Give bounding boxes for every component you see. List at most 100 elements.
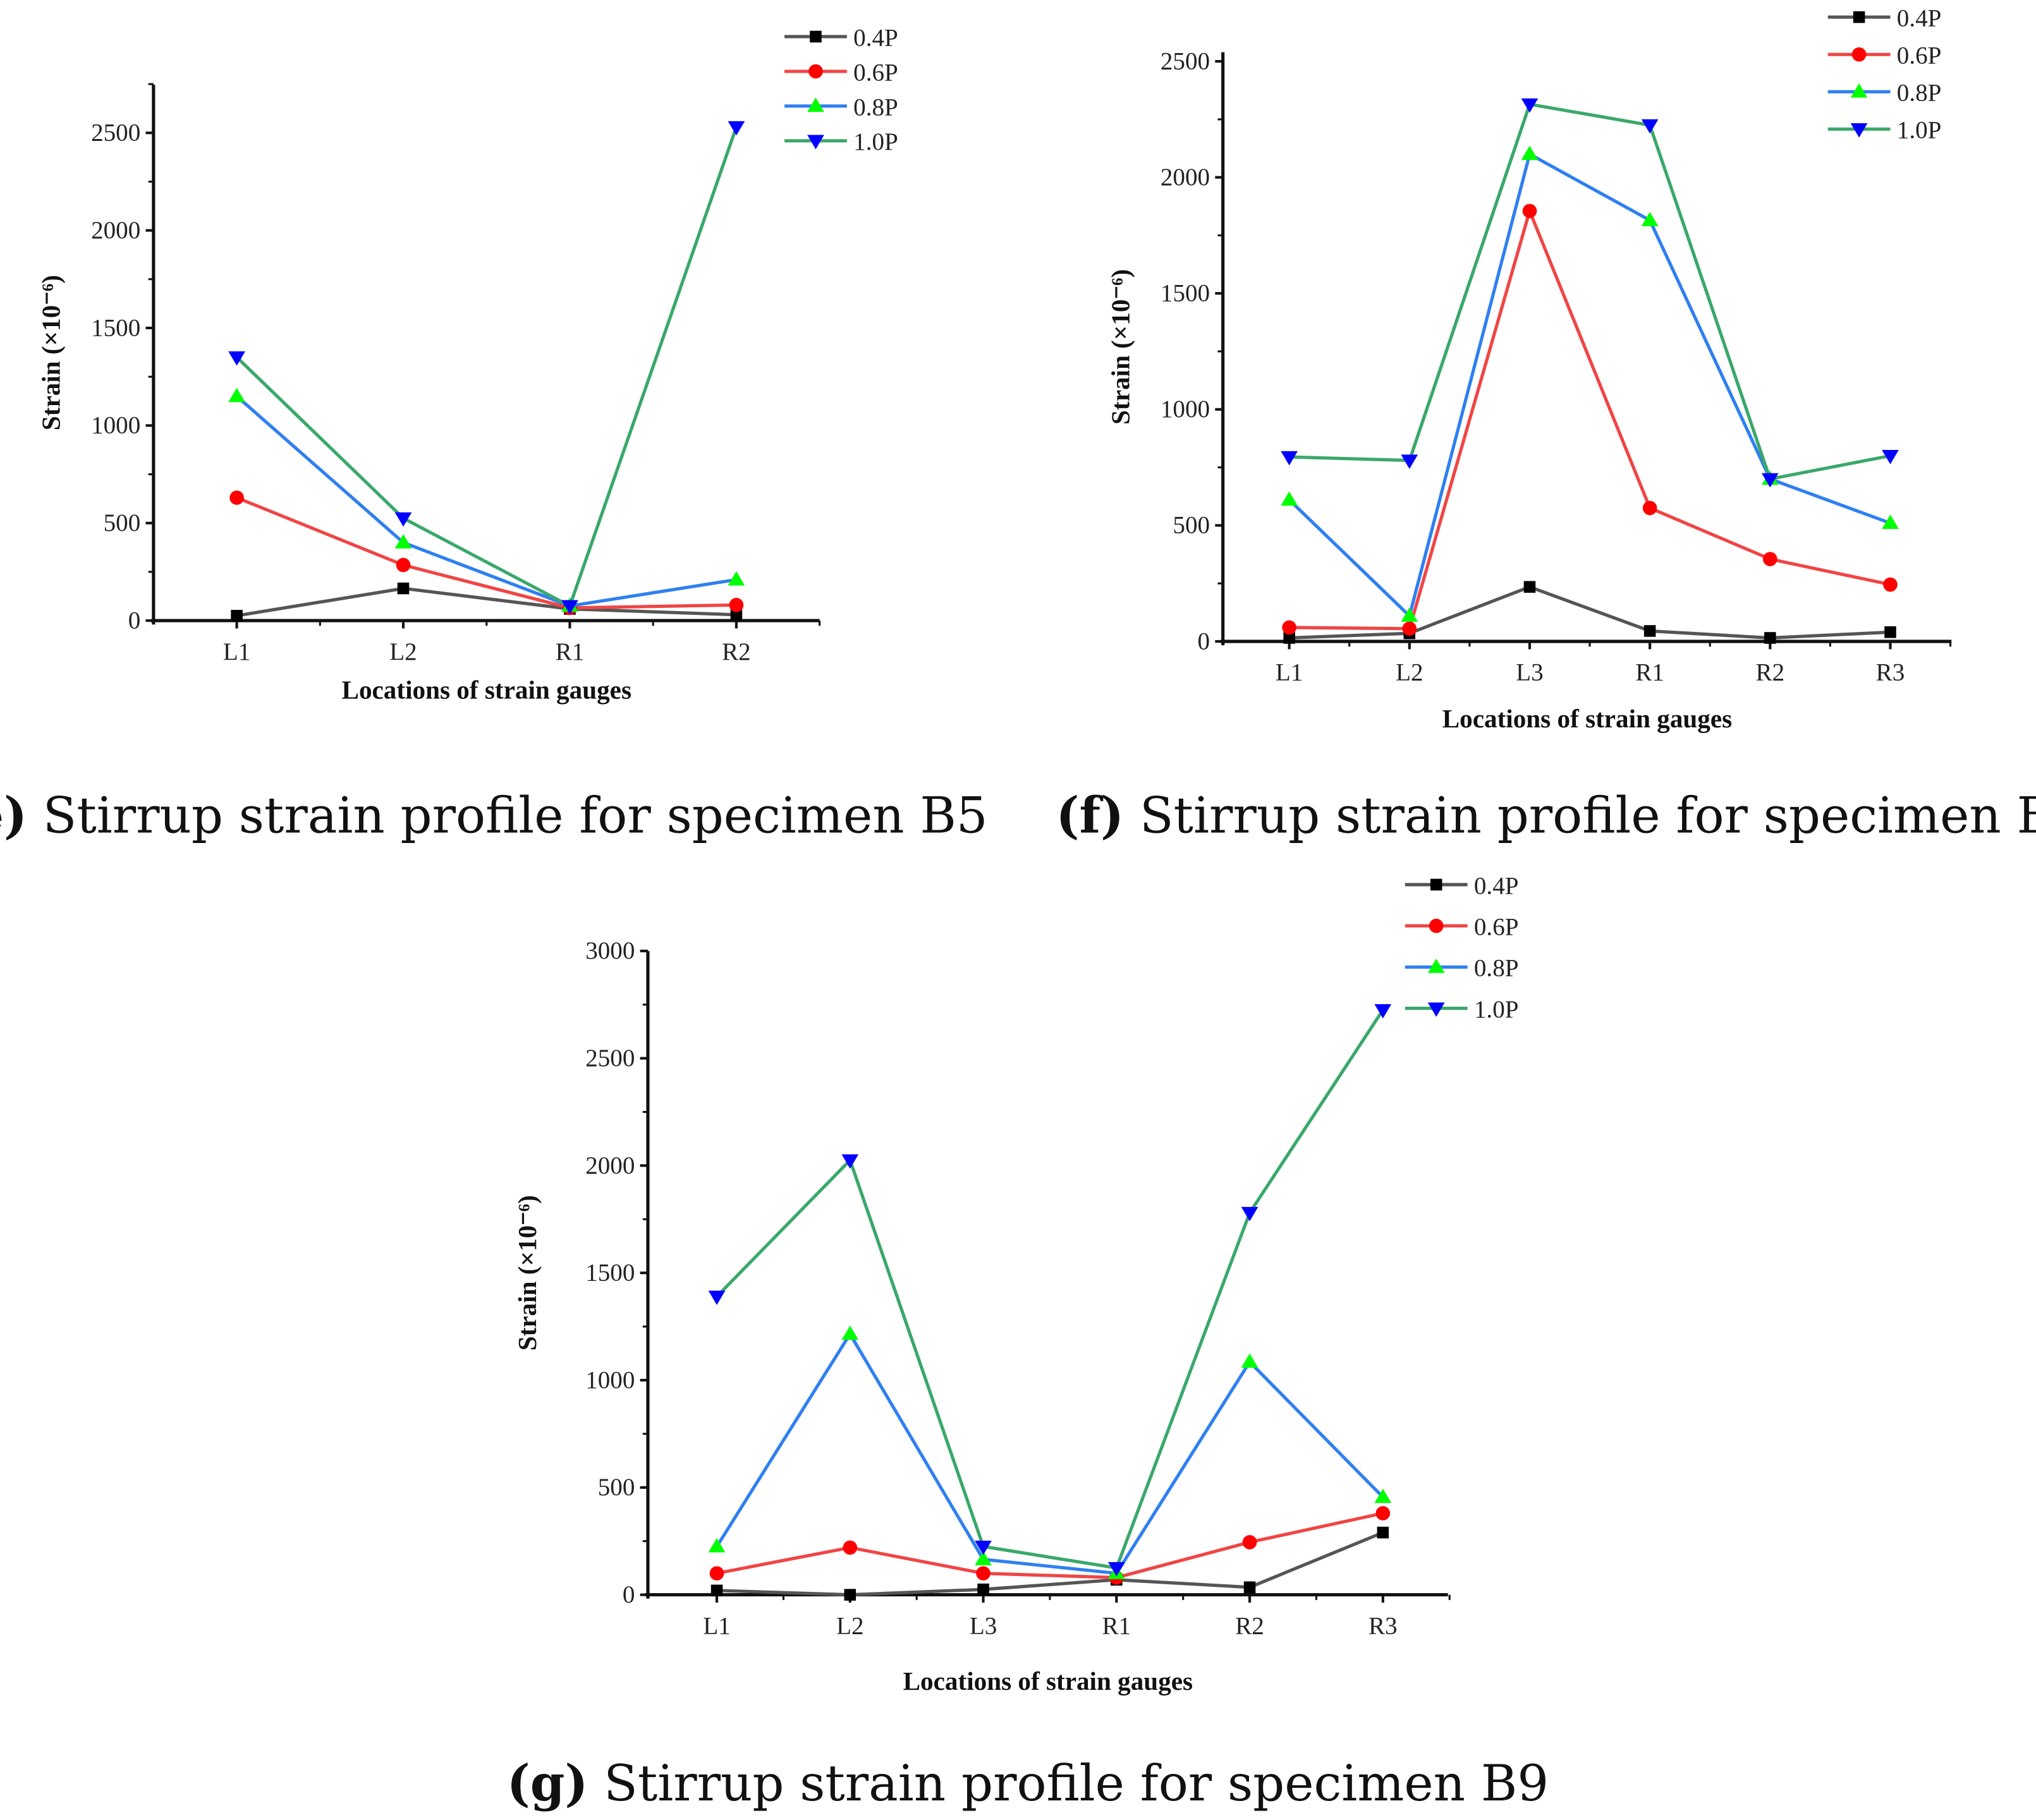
series-0.4P bbox=[1283, 581, 1896, 644]
y-tick-label: 1000 bbox=[1161, 396, 1210, 423]
data-point bbox=[1883, 577, 1898, 592]
x-tick-label: R3 bbox=[1876, 659, 1905, 686]
series-line bbox=[716, 1009, 1384, 1570]
y-tick-label: 1500 bbox=[91, 314, 140, 341]
legend-marker bbox=[808, 64, 823, 79]
legend-marker bbox=[1429, 918, 1444, 933]
data-point bbox=[975, 1540, 992, 1555]
data-point bbox=[1281, 451, 1298, 466]
series-0.6P bbox=[1282, 203, 1898, 636]
caption: (e) Stirrup strain profile for specimen … bbox=[0, 787, 988, 845]
legend-label: 0.6P bbox=[1474, 914, 1519, 941]
y-tick-label: 500 bbox=[1173, 512, 1210, 539]
data-point bbox=[729, 598, 744, 612]
x-tick-label: R3 bbox=[1369, 1612, 1398, 1639]
legend-label: 0.6P bbox=[1897, 42, 1942, 70]
data-point bbox=[1402, 621, 1417, 636]
y-axis-label: Strain (×10⁻⁶) bbox=[513, 1195, 542, 1350]
y-tick-label: 500 bbox=[598, 1474, 635, 1501]
data-point bbox=[841, 1325, 859, 1340]
x-tick-label: R1 bbox=[1102, 1612, 1131, 1639]
data-point bbox=[1283, 632, 1295, 644]
data-point bbox=[728, 121, 745, 136]
y-tick-label: 1000 bbox=[585, 1366, 635, 1393]
x-axis-label: Locations of strain gauges bbox=[903, 1666, 1193, 1696]
legend-marker bbox=[807, 135, 824, 150]
data-point bbox=[975, 1551, 992, 1565]
data-point bbox=[1375, 1506, 1391, 1520]
series-0.4P bbox=[710, 1526, 1389, 1601]
y-tick-label: 1500 bbox=[1161, 280, 1210, 307]
data-point bbox=[709, 1566, 724, 1580]
x-tick-label: R2 bbox=[1756, 659, 1785, 686]
caption: (g) Stirrup strain profile for specimen … bbox=[507, 1755, 1549, 1812]
data-point bbox=[1641, 119, 1659, 134]
x-tick-label: R2 bbox=[1235, 1612, 1264, 1639]
data-point bbox=[1241, 1206, 1259, 1222]
data-point bbox=[1522, 203, 1537, 219]
x-tick-label: L2 bbox=[389, 638, 417, 665]
series-line bbox=[716, 1531, 1384, 1597]
legend-marker bbox=[1850, 83, 1868, 98]
x-axis-label: Locations of strain gauges bbox=[1442, 704, 1732, 733]
data-point bbox=[710, 1584, 723, 1597]
caption-text: Stirrup strain profile for specimen B5 bbox=[27, 787, 988, 845]
series-line bbox=[235, 126, 738, 609]
chart-g: 0 500 1000 1500 2000 2500 3000 L1 L2 L3 R1 R2 R3 Loca… bbox=[507, 872, 1549, 1812]
y-tick-label: 2500 bbox=[91, 119, 140, 147]
legend-marker bbox=[1851, 47, 1867, 62]
data-point bbox=[394, 534, 412, 549]
y-tick-label: 0 bbox=[128, 607, 141, 634]
legend-label: 0.4P bbox=[1897, 4, 1942, 32]
y-tick-label: 2000 bbox=[585, 1152, 635, 1179]
series-0.8P bbox=[228, 387, 745, 612]
series-1.0P bbox=[228, 121, 745, 615]
data-point bbox=[1523, 581, 1536, 593]
x-axis-label: Locations of strain gauges bbox=[342, 676, 631, 705]
x-tick-label: L1 bbox=[1276, 659, 1303, 686]
data-point bbox=[728, 571, 745, 586]
legend-label: 0.8P bbox=[1897, 80, 1942, 107]
data-point bbox=[228, 387, 245, 403]
series-0.6P bbox=[229, 490, 744, 616]
data-point bbox=[1241, 1353, 1259, 1368]
y-axis-label: Strain (×10⁻⁶) bbox=[1106, 269, 1135, 425]
y-tick-label: 1500 bbox=[585, 1259, 635, 1287]
data-point bbox=[1281, 491, 1298, 506]
data-point bbox=[561, 600, 578, 615]
chart-e: 0 500 1000 1500 2000 2500 L1 L2 R1 R2 Locations of… bbox=[0, 24, 988, 844]
data-point bbox=[1882, 449, 1899, 464]
legend-marker bbox=[1430, 878, 1442, 891]
data-point bbox=[229, 490, 244, 505]
legend-label: 0.4P bbox=[853, 24, 898, 51]
data-point bbox=[1242, 1535, 1257, 1550]
data-point bbox=[708, 1538, 726, 1553]
data-point bbox=[976, 1566, 991, 1580]
legend-marker bbox=[807, 97, 824, 112]
data-point bbox=[1107, 1562, 1125, 1577]
y-tick-label: 0 bbox=[1198, 628, 1210, 655]
data-point bbox=[1761, 473, 1779, 488]
legend-label: 0.4P bbox=[1474, 872, 1519, 899]
series-line bbox=[236, 496, 736, 610]
data-point bbox=[977, 1583, 989, 1596]
data-point bbox=[1642, 500, 1657, 516]
data-point bbox=[1762, 552, 1777, 566]
legend-label: 0.8P bbox=[1474, 955, 1519, 982]
caption-letter: (f) bbox=[1056, 787, 1125, 845]
series-0.8P bbox=[1281, 145, 1899, 622]
series-line bbox=[1289, 102, 1891, 481]
series-line bbox=[1289, 585, 1891, 640]
x-tick-label: L2 bbox=[836, 1612, 863, 1639]
series-line bbox=[236, 586, 737, 617]
series-0.4P bbox=[231, 582, 743, 622]
caption-text: Stirrup strain profile for specimen B9 bbox=[588, 1755, 1549, 1812]
data-point bbox=[1282, 620, 1296, 635]
caption-letter: (e) bbox=[0, 787, 27, 845]
data-point bbox=[394, 512, 412, 527]
y-tick-label: 3000 bbox=[585, 937, 635, 964]
data-point bbox=[1884, 626, 1896, 638]
data-point bbox=[844, 1589, 856, 1601]
legend-marker bbox=[810, 30, 822, 43]
y-tick-label: 2000 bbox=[1161, 164, 1210, 191]
